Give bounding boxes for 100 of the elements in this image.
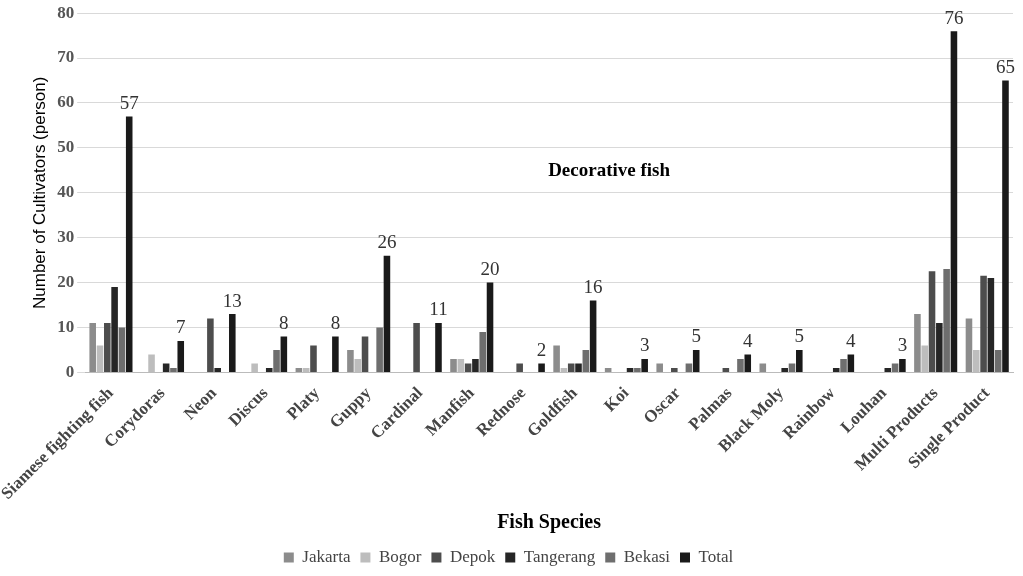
data-label: 2 [536,338,547,360]
bar [553,345,560,372]
bar [273,349,280,372]
bar [980,275,987,372]
bar [737,358,744,372]
data-label: 3 [639,334,650,356]
bar [472,358,479,372]
bar [567,363,575,372]
bar [177,340,185,372]
bar [450,358,457,372]
bar [759,363,767,372]
y-tick-label: 50 [57,137,75,157]
y-tick-label: 40 [57,182,75,202]
bar [295,367,303,372]
bar [435,323,442,372]
bar [162,363,170,372]
data-label: 65 [995,56,1015,78]
bar [464,363,472,372]
bar [1002,80,1009,372]
bar [692,349,700,372]
bar [265,367,273,372]
bar [914,314,921,372]
bar [685,363,693,372]
x-axis-title: Fish Species [497,510,602,534]
data-label: 3 [897,334,908,356]
bar [884,367,892,372]
bar [229,314,236,372]
bar [118,327,126,372]
legend-label: Depok [449,546,496,566]
y-tick-label: 30 [57,227,75,247]
data-label: 5 [691,325,701,347]
y-tick-label: 10 [57,316,75,336]
bar [582,349,590,372]
bar [310,345,317,372]
data-label: 5 [794,325,805,347]
bar [950,31,958,372]
bar [516,363,523,372]
data-label: 57 [119,91,139,113]
bar [361,336,369,372]
y-tick-label: 60 [57,92,75,112]
bar [383,255,391,372]
bar [943,269,950,372]
data-label: 11 [429,298,448,320]
bar [781,367,788,372]
bar [832,367,840,372]
bar [641,358,648,372]
bar [207,318,214,372]
bar [170,367,177,372]
x-tick-label: Koi [600,382,633,416]
data-label: 26 [377,231,397,253]
bar [634,367,641,372]
bar [671,367,678,372]
data-label: 13 [222,289,242,311]
bar [575,363,582,372]
bar [413,323,420,372]
bar [280,336,288,372]
data-label: 16 [583,276,603,298]
bar [847,354,855,372]
y-axis-title: Number of Cultivators (person) [29,76,49,309]
bar [796,349,803,372]
bar [604,367,612,372]
legend-label: Total [698,546,734,566]
y-tick-label: 80 [57,2,75,22]
bar [347,349,354,372]
y-tick-label: 70 [57,47,75,67]
bar [332,336,339,372]
bar [479,331,487,372]
bar [891,363,899,372]
data-label: 76 [944,6,964,28]
y-tick-label: 20 [57,271,75,291]
bar [840,358,847,372]
bar [987,278,995,372]
data-label: 20 [480,258,500,280]
bar [376,327,383,372]
bar [104,323,111,372]
y-tick-label: 0 [65,361,75,381]
legend-label: Bekasi [623,546,671,566]
bar [111,287,118,372]
bar [486,282,494,372]
data-label: 7 [176,316,186,338]
text: Decorative fish [548,159,671,181]
bar [656,363,663,372]
bar [788,363,796,372]
bar [89,323,96,372]
bar [125,116,133,372]
bar [589,300,597,372]
bar [722,367,730,372]
data-label: 4 [846,329,857,351]
legend-label: Tangerang [523,546,596,566]
legend-label: Jakarta [302,546,351,566]
data-label: 8 [279,311,289,333]
legend-label: Bogor [378,546,422,566]
data-label: 8 [330,311,341,333]
bar [965,318,973,372]
bar [994,349,1002,372]
data-label: 4 [743,329,754,351]
bar [899,358,906,372]
bar [744,354,752,372]
bar [928,271,936,372]
bar [214,367,221,372]
